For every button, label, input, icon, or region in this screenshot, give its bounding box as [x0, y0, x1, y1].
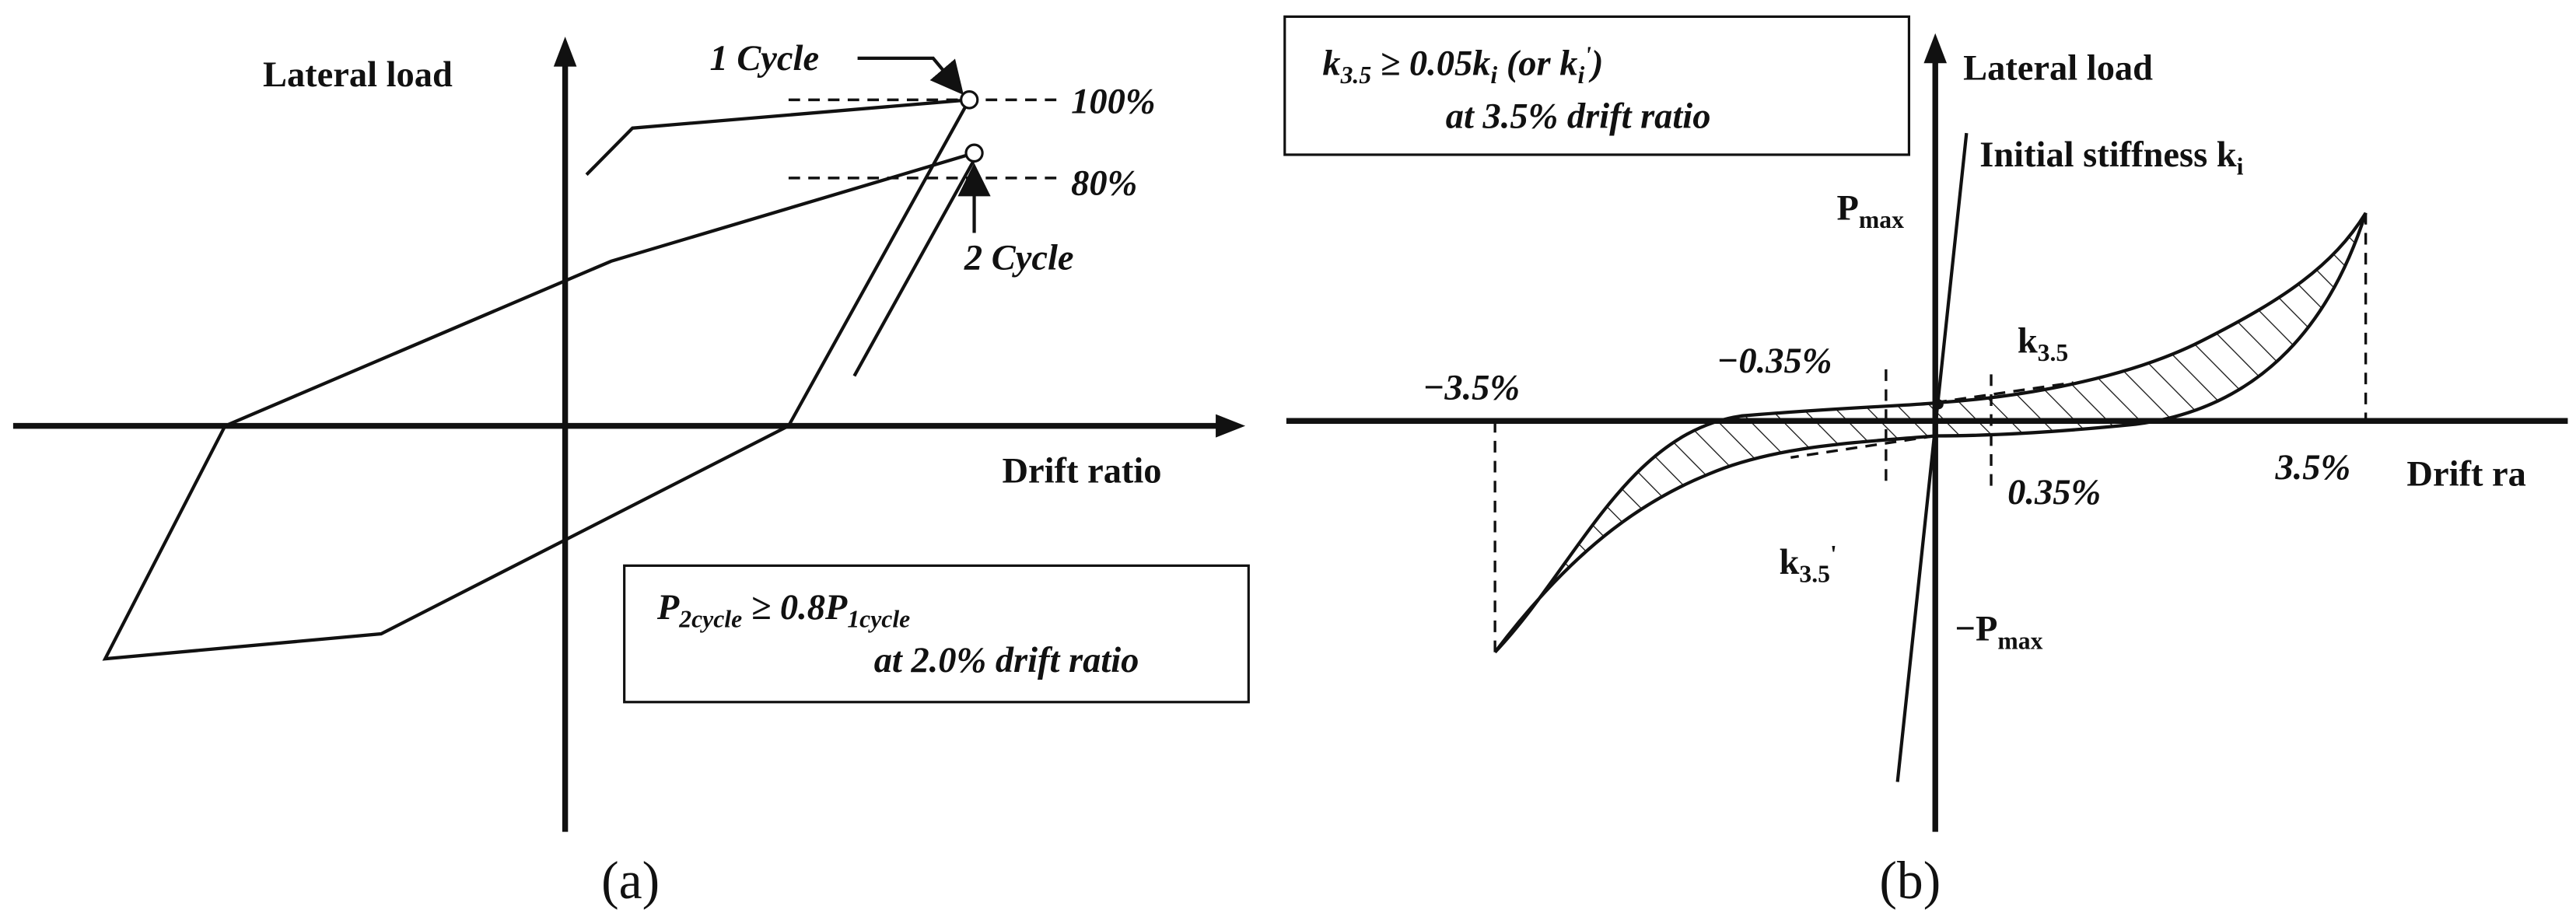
text: P: [656, 587, 680, 628]
label: −Pmax: [1955, 608, 2043, 654]
criterion: at 3.5% drift ratio: [1446, 96, 1711, 136]
panel-a: Lateral load 1 Cycle 100% 80% 2 Cycle Dr…: [12, 37, 1250, 910]
curve: [852, 159, 976, 377]
hysteresis-loop: [1493, 212, 2368, 654]
subscript: 3.5: [2038, 339, 2069, 366]
text: −P: [1955, 608, 1998, 649]
text: k: [1322, 43, 1341, 83]
y-axis-label: Lateral load: [1963, 47, 2153, 88]
arrow: [553, 37, 577, 67]
criterion: at 2.0% drift ratio: [874, 640, 1139, 680]
label: k3.5: [2018, 320, 2068, 366]
label: Pmax: [1836, 187, 1903, 233]
superscript: ': [1584, 41, 1591, 68]
subscript: i: [1490, 61, 1497, 89]
subscript: 1cycle: [847, 605, 910, 632]
label: Initial stiffness ki: [1979, 135, 2243, 180]
superscript: ': [1830, 540, 1837, 568]
subscript: 3.5: [1340, 61, 1372, 89]
label: 2 Cycle: [964, 237, 1074, 278]
text: ≥ 0.05k: [1371, 43, 1491, 83]
text: P: [1836, 187, 1858, 228]
subscript: i: [2237, 152, 2244, 180]
stiffness-line: [1895, 132, 1969, 782]
text: (or k: [1497, 43, 1578, 83]
arrow: [1216, 414, 1246, 438]
label: 1 Cycle: [709, 38, 819, 79]
y-axis-label: Lateral load: [263, 54, 453, 95]
text: ≥ 0.8P: [742, 587, 848, 628]
caption: (a): [601, 851, 660, 910]
subscript: 3.5: [1799, 561, 1830, 588]
subscript: max: [1859, 206, 1904, 233]
text: k: [2018, 320, 2038, 361]
label: −3.5%: [1423, 367, 1520, 408]
point: [1934, 399, 1944, 410]
peak-marker: [960, 90, 979, 110]
text: ): [1588, 43, 1603, 83]
subscript: max: [1997, 627, 2042, 654]
pointer: [857, 56, 964, 96]
criterion-box: [1283, 15, 1911, 156]
x-axis-label: Drift ra: [2406, 453, 2525, 494]
label: 80%: [1071, 163, 1137, 203]
subscript: i: [1577, 61, 1584, 89]
panel-b: k3.5 ≥ 0.05ki (or ki') at 3.5% drift rat…: [1283, 15, 2568, 910]
text: k: [1780, 542, 1800, 582]
criterion: P2cycle ≥ 0.8P1cycle: [656, 587, 910, 633]
criterion: k3.5 ≥ 0.05ki (or ki'): [1322, 41, 1603, 89]
text: Initial stiffness k: [1979, 135, 2236, 175]
dashed-line: [1790, 434, 1936, 459]
caption: (b): [1879, 851, 1941, 910]
label: −0.35%: [1717, 341, 1832, 381]
peak-marker: [964, 143, 984, 163]
arrow: [1923, 33, 1948, 64]
label: 0.35%: [2007, 472, 2101, 512]
label: 3.5%: [2274, 447, 2350, 488]
label: 100%: [1071, 81, 1155, 121]
curve: [585, 98, 970, 177]
subscript: 2cycle: [678, 605, 742, 632]
x-axis-label: Drift ratio: [1002, 450, 1161, 491]
criterion-box: [623, 564, 1250, 704]
dashed-line: [1934, 381, 2074, 404]
curve: [102, 99, 975, 661]
label: k3.5': [1780, 540, 1837, 588]
